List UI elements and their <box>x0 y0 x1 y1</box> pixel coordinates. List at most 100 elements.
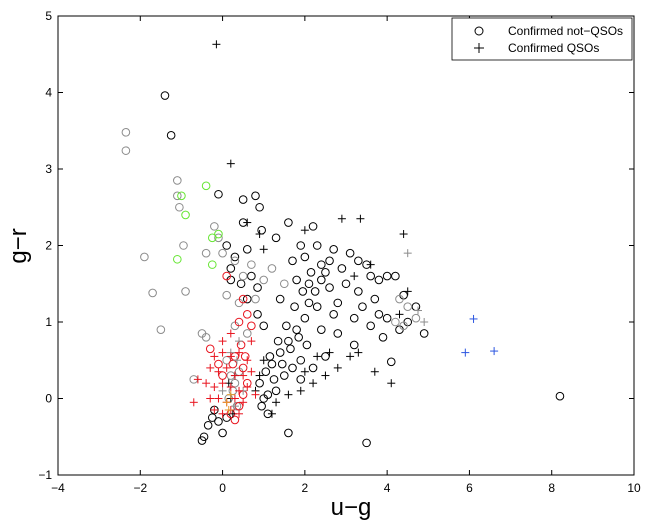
data-point-circle <box>391 317 400 327</box>
data-point-circle <box>329 245 338 254</box>
data-point-circle <box>312 302 322 312</box>
data-point-plus <box>206 363 215 372</box>
data-point-circle <box>242 329 252 338</box>
data-point-circle <box>395 294 404 304</box>
x-tick-label: 2 <box>302 481 309 495</box>
data-point-circle <box>181 287 190 296</box>
data-point-plus <box>226 390 235 399</box>
y-tick-label: 0 <box>45 392 52 406</box>
data-point-plus <box>272 398 281 407</box>
data-point-circle <box>201 181 211 191</box>
data-point-circle <box>242 294 252 304</box>
data-point-circle <box>370 294 380 304</box>
data-point-plus <box>232 356 241 365</box>
data-point-circle <box>290 302 299 312</box>
data-point-plus <box>222 363 231 372</box>
data-point-plus <box>218 409 227 418</box>
data-point-circle <box>349 313 359 323</box>
y-tick-label: 2 <box>45 239 52 253</box>
data-point-circle <box>296 375 306 384</box>
data-point-plus <box>420 318 429 326</box>
data-point-circle <box>230 252 240 262</box>
data-point-circle <box>222 290 231 300</box>
data-point-circle <box>242 310 252 319</box>
data-point-circle <box>366 271 375 281</box>
data-point-plus <box>251 390 260 399</box>
data-point-circle <box>247 271 256 281</box>
data-point-circle <box>279 279 289 289</box>
data-point-circle <box>302 340 312 350</box>
data-point-circle <box>333 329 343 338</box>
data-point-plus <box>230 394 239 403</box>
data-point-circle <box>259 275 269 285</box>
data-point-plus <box>313 352 322 361</box>
data-point-circle <box>230 256 240 266</box>
data-point-circle <box>271 233 281 243</box>
data-point-plus <box>403 249 412 258</box>
data-point-circle <box>230 415 240 425</box>
legend-plus-marker <box>474 43 484 53</box>
data-point-circle <box>317 325 326 334</box>
data-point-plus <box>356 214 365 223</box>
data-point-plus <box>239 398 248 407</box>
data-point-circle <box>403 302 413 312</box>
data-point-circle <box>207 233 217 243</box>
data-point-circle <box>267 264 277 273</box>
data-point-plus <box>235 337 244 346</box>
data-point-circle <box>317 260 326 269</box>
data-point-circle <box>175 202 184 212</box>
data-point-circle <box>273 336 283 346</box>
data-point-circle <box>312 241 322 250</box>
x-tick-label: 4 <box>384 481 391 495</box>
data-point-circle <box>222 241 231 250</box>
data-point-plus <box>212 40 221 49</box>
points-layer <box>121 40 565 448</box>
data-point-plus <box>321 371 330 380</box>
data-point-circle <box>173 254 182 264</box>
data-point-circle <box>238 294 248 304</box>
data-point-circle <box>166 131 176 140</box>
data-point-circle <box>286 344 295 354</box>
data-point-plus <box>243 383 252 392</box>
y-axis-label: g−r <box>5 228 32 263</box>
data-point-circle <box>354 287 363 296</box>
x-tick-label: −2 <box>133 481 147 495</box>
data-point-circle <box>382 271 392 281</box>
data-point-plus <box>350 272 359 281</box>
y-tick-label: 3 <box>45 162 52 176</box>
data-point-circle <box>238 195 248 204</box>
data-point-circle <box>156 325 166 334</box>
data-point-plus <box>247 367 256 376</box>
data-point-circle <box>333 298 343 308</box>
data-point-circle <box>308 222 318 231</box>
data-point-circle <box>242 245 252 254</box>
data-point-circle <box>329 310 338 319</box>
data-point-circle <box>292 275 301 285</box>
data-point-circle <box>214 417 223 426</box>
data-point-plus <box>395 310 404 319</box>
data-point-plus <box>255 371 264 380</box>
x-axis-label: u−g <box>331 494 372 521</box>
data-point-circle <box>121 146 131 155</box>
data-point-circle <box>222 271 231 281</box>
data-point-circle <box>288 363 297 373</box>
data-point-circle <box>238 271 248 281</box>
data-point-plus <box>346 352 355 361</box>
data-point-plus <box>399 230 408 239</box>
data-point-circle <box>399 321 408 331</box>
data-point-circle <box>257 401 266 411</box>
data-point-plus <box>210 383 219 392</box>
data-point-plus <box>226 159 235 168</box>
legend: Confirmed not−QSOs Confirmed QSOs <box>451 17 633 61</box>
data-point-circle <box>275 348 285 357</box>
data-point-plus <box>224 405 233 414</box>
data-point-circle <box>203 420 213 430</box>
data-point-plus <box>230 402 239 411</box>
data-point-plus <box>214 394 223 403</box>
data-point-circle <box>298 287 308 296</box>
data-point-plus <box>414 306 422 315</box>
data-point-plus <box>189 398 198 407</box>
data-point-circle <box>284 336 293 346</box>
data-point-plus <box>403 287 412 296</box>
